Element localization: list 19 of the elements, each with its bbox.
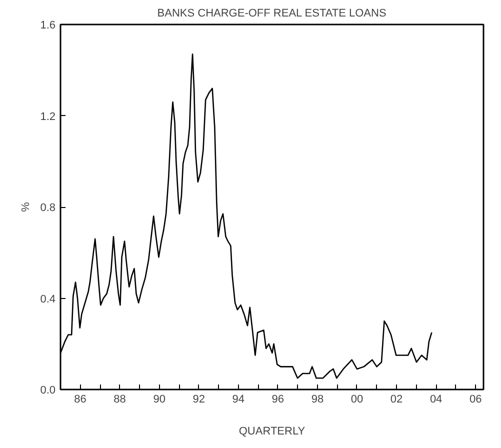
x-tick-label: 92 [192, 394, 205, 406]
x-tick-label: 98 [311, 394, 324, 406]
y-tick-label: 0.4 [40, 293, 56, 306]
x-tick-label: 88 [114, 394, 126, 406]
x-tick-label: 90 [153, 394, 166, 406]
x-tick-label: 02 [390, 394, 403, 406]
x-axis-title: QUARTERLY [238, 426, 306, 438]
x-tick-label: 96 [272, 394, 284, 406]
x-tick-label: 04 [430, 394, 442, 406]
x-tick-label: 86 [74, 394, 86, 406]
x-tick-label: 94 [232, 394, 245, 406]
y-tick-label: 1.2 [40, 110, 56, 123]
chart-title: BANKS CHARGE-OFF REAL ESTATE LOANS [157, 8, 386, 20]
x-tick-label: 00 [350, 394, 364, 406]
y-axis-title: % [20, 202, 32, 212]
y-tick-label: 1.6 [40, 20, 56, 32]
x-tick-label: 06 [469, 394, 482, 406]
y-tick-label: 0.0 [40, 384, 56, 396]
y-tick-label: 0.8 [40, 202, 56, 214]
